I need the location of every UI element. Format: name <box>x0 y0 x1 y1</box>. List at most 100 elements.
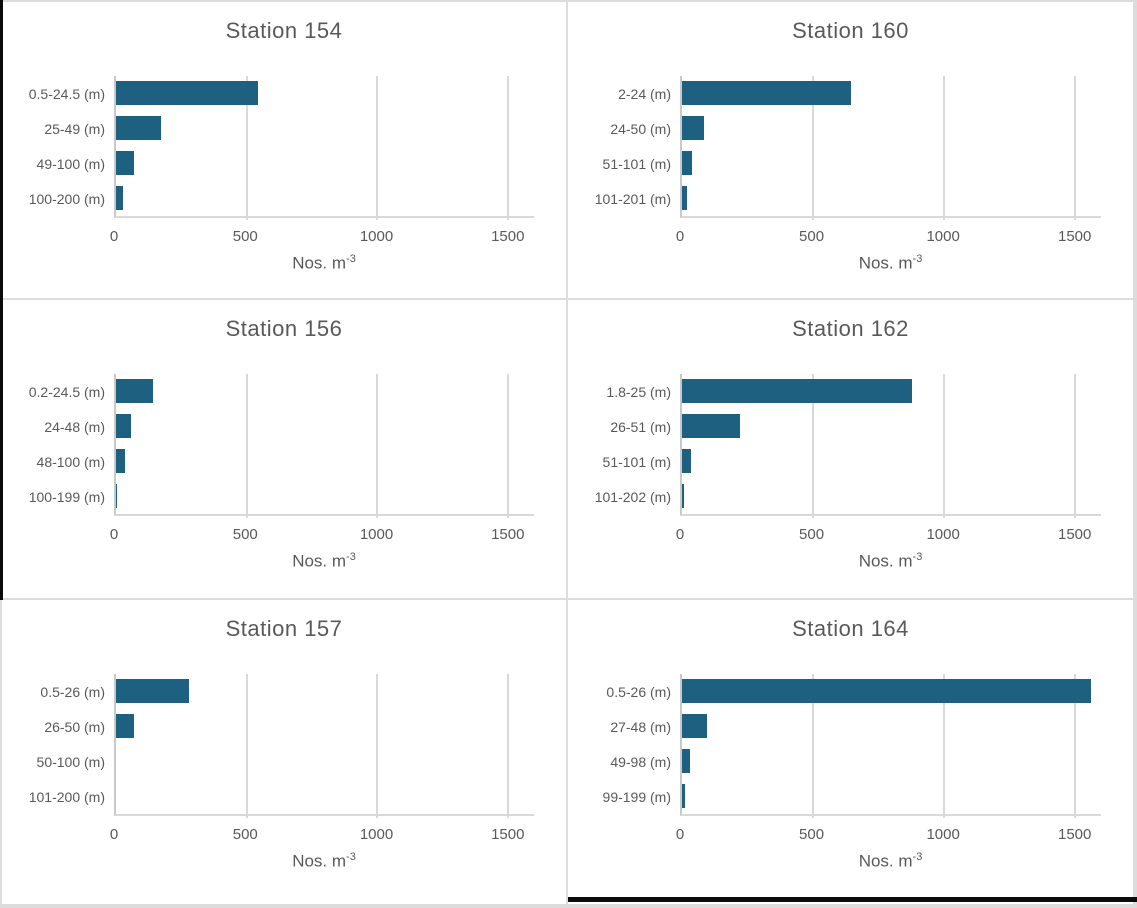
x-tick-label: 500 <box>799 526 825 543</box>
chart-title: Station 156 <box>225 316 343 341</box>
category-label: 101-201 (m) <box>594 190 671 207</box>
tick-area: 0 500 1000 1500 <box>110 524 534 546</box>
x-axis-title-superscript: -3 <box>912 851 923 863</box>
category-labels: 0.5-26 (m) 27-48 (m) 49-98 (m) 99-199 (m) <box>568 674 680 816</box>
x-tick-row: 0 500 1000 1500 <box>2 226 566 248</box>
bar <box>682 449 692 473</box>
category-labels: 0.5-24.5 (m) 25-49 (m) 49-100 (m) 100-200 (… <box>2 76 114 218</box>
chart-panel: Station 162 1.8-25 (m) 26-51 (m) 51-101 (m… <box>568 300 1133 598</box>
chart-title: Station 162 <box>792 316 909 341</box>
x-axis-title-superscript: -3 <box>912 253 923 265</box>
gridline <box>942 674 945 818</box>
x-tick-label: 0 <box>675 826 685 843</box>
x-axis-title-row: Nos. m-3 <box>2 851 566 872</box>
axis-spacer <box>2 551 114 572</box>
plot-area <box>680 374 1101 518</box>
plot-area <box>114 374 534 518</box>
bar <box>116 679 189 703</box>
x-axis-title-text: Nos. m <box>858 851 913 871</box>
gridline <box>245 374 248 518</box>
gridline <box>942 374 945 518</box>
tick-area: 0 500 1000 1500 <box>676 524 1101 546</box>
axis-spacer <box>2 851 114 872</box>
x-tick-label: 0 <box>109 826 119 843</box>
x-axis-title-row: Nos. m-3 <box>568 851 1133 872</box>
x-tick-row: 0 500 1000 1500 <box>2 824 566 846</box>
bar <box>682 679 1091 703</box>
axis-spacer <box>2 226 114 248</box>
x-tick-label: 1500 <box>1058 228 1092 245</box>
category-labels: 2-24 (m) 24-50 (m) 51-101 (m) 101-201 (m) <box>568 76 680 218</box>
category-label: 0.5-26 (m) <box>40 683 105 700</box>
tick-area: 0 500 1000 1500 <box>110 226 534 248</box>
bar <box>116 449 125 473</box>
gridline <box>376 76 379 220</box>
gridline <box>1073 374 1076 518</box>
axis-spacer <box>568 524 680 546</box>
x-axis-title: Nos. m-3 <box>114 253 534 274</box>
bar <box>116 414 132 438</box>
bar <box>682 186 688 210</box>
gridline <box>506 374 509 518</box>
plot-area <box>114 76 534 220</box>
axis-spacer <box>568 226 680 248</box>
gridline <box>811 674 814 818</box>
plot-area <box>114 674 534 818</box>
x-tick-label: 500 <box>232 826 258 843</box>
tick-area: 0 500 1000 1500 <box>110 824 534 846</box>
x-axis-title-superscript: -3 <box>912 551 923 563</box>
plot-row: 2-24 (m) 24-50 (m) 51-101 (m) 101-201 (m) <box>568 76 1133 220</box>
bar <box>682 414 741 438</box>
gridline <box>506 76 509 220</box>
x-axis-title-text: Nos. m <box>292 851 347 871</box>
x-tick-label: 1000 <box>359 526 394 543</box>
category-label: 50-100 (m) <box>36 753 105 770</box>
category-label: 2-24 (m) <box>618 85 671 102</box>
category-label: 101-200 (m) <box>28 788 105 805</box>
tick-area: 0 500 1000 1500 <box>676 226 1101 248</box>
x-tick-row: 0 500 1000 1500 <box>568 524 1133 546</box>
category-label: 48-100 (m) <box>36 453 105 470</box>
gridline <box>245 674 248 818</box>
bar <box>682 784 685 808</box>
bar <box>116 116 162 140</box>
x-tick-label: 1500 <box>1058 826 1092 843</box>
x-tick-label: 500 <box>799 826 825 843</box>
axis-spacer <box>2 253 114 274</box>
category-label: 51-101 (m) <box>602 155 671 172</box>
axis-spacer <box>568 253 680 274</box>
bar <box>116 81 259 105</box>
category-label: 27-48 (m) <box>610 718 671 735</box>
gridline <box>1073 76 1076 220</box>
category-label: 0.2-24.5 (m) <box>28 383 105 400</box>
axis-spacer <box>568 551 680 572</box>
x-axis-title: Nos. m-3 <box>680 851 1101 872</box>
category-label: 26-51 (m) <box>610 418 671 435</box>
chart-title: Station 157 <box>225 616 343 641</box>
x-axis-title-row: Nos. m-3 <box>2 551 566 572</box>
x-axis-title-text: Nos. m <box>292 551 347 571</box>
x-tick-label: 1000 <box>359 228 394 245</box>
gridline <box>811 374 814 518</box>
category-label: 100-199 (m) <box>28 488 105 505</box>
bar <box>682 714 708 738</box>
category-labels: 0.2-24.5 (m) 24-48 (m) 48-100 (m) 100-199 (… <box>2 374 114 516</box>
x-tick-label: 0 <box>109 228 119 245</box>
chart-title: Station 164 <box>792 616 909 641</box>
bar <box>116 714 134 738</box>
x-tick-label: 0 <box>675 228 685 245</box>
left-edge-strip <box>0 0 3 600</box>
bar <box>682 151 692 175</box>
chart-panel: Station 154 0.5-24.5 (m) 25-49 (m) 49-100 … <box>2 2 566 298</box>
x-tick-label: 0 <box>675 526 685 543</box>
plot-row: 1.8-25 (m) 26-51 (m) 51-101 (m) 101-202 (m) <box>568 374 1133 518</box>
plot-row: 0.5-26 (m) 26-50 (m) 50-100 (m) 101-200 (m) <box>2 674 566 818</box>
category-label: 26-50 (m) <box>44 718 105 735</box>
category-label: 0.5-24.5 (m) <box>28 85 105 102</box>
category-label: 100-200 (m) <box>28 190 105 207</box>
category-label: 99-199 (m) <box>602 788 671 805</box>
bar <box>682 81 851 105</box>
bar <box>682 749 690 773</box>
x-axis-title-superscript: -3 <box>346 851 356 863</box>
